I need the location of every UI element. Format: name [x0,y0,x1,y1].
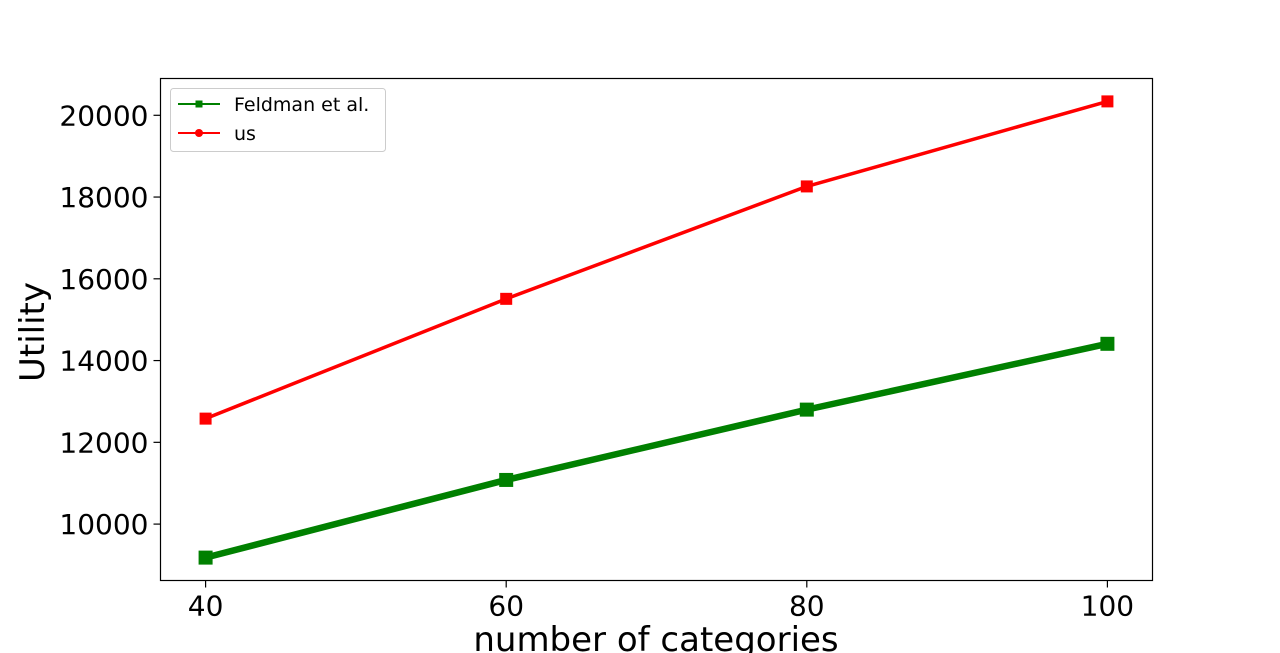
y-tick-label-1: 12000 [59,426,148,459]
series-layer [198,95,1115,565]
x-tick-label-1: 60 [488,590,524,623]
series-1 [199,95,1114,425]
y-tick-label-4: 18000 [59,181,148,214]
data-point-0-2 [799,402,814,417]
y-tick-label-3: 16000 [59,263,148,296]
plot-frame [159,77,1154,582]
legend-marker-1 [195,129,203,137]
series-line-1 [204,99,1108,421]
y-axis-ticks: 10000 12000 14000 16000 18000 20000 [59,99,161,541]
data-point-1-3 [1101,95,1114,108]
legend-label-0: Feldman et al. [234,94,369,116]
legend-box [170,88,386,152]
x-tick-label-2: 80 [789,590,825,623]
legend-marker-0 [195,100,203,108]
legend-label-1: us [234,123,256,145]
data-point-0-1 [499,472,514,487]
x-tick-label-0: 40 [188,590,224,623]
y-axis-title: Utility [13,282,53,382]
x-axis-ticks: 40 60 80 100 [188,580,1134,623]
data-point-0-3 [1100,336,1115,351]
x-tick-label-3: 100 [1081,590,1134,623]
x-axis-title: number of categories [473,620,838,653]
y-tick-label-5: 20000 [59,99,148,132]
y-tick-label-0: 10000 [59,508,148,541]
data-point-0-0 [198,550,213,565]
data-point-1-2 [800,180,813,193]
series-line-0 [204,340,1109,561]
legend: Feldman et al. us [170,88,386,152]
series-0 [198,336,1115,565]
data-point-1-0 [199,412,212,425]
data-point-1-1 [500,292,513,305]
y-tick-label-2: 14000 [59,345,148,378]
